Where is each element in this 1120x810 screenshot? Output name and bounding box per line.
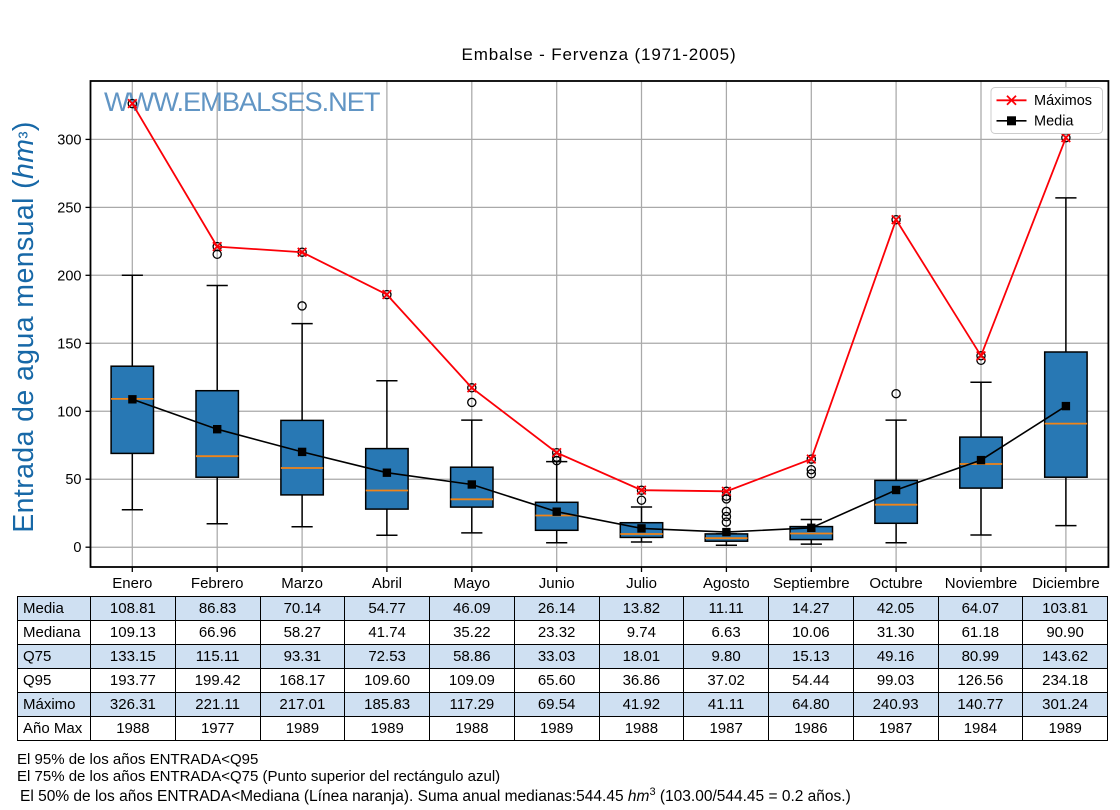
svg-text:Junio: Junio bbox=[539, 575, 575, 592]
svg-text:Febrero: Febrero bbox=[191, 575, 244, 592]
svg-text:Septiembre: Septiembre bbox=[773, 575, 850, 592]
svg-text:150: 150 bbox=[57, 336, 81, 352]
svg-text:Agosto: Agosto bbox=[703, 575, 750, 592]
svg-text:Marzo: Marzo bbox=[281, 575, 323, 592]
svg-text:0: 0 bbox=[73, 540, 81, 556]
svg-text:300: 300 bbox=[57, 132, 81, 148]
svg-text:WWW.EMBALSES.NET: WWW.EMBALSES.NET bbox=[104, 86, 380, 117]
svg-text:50: 50 bbox=[65, 472, 81, 488]
svg-text:Julio: Julio bbox=[626, 575, 657, 592]
svg-text:Entrada de agua mensual (hm³): Entrada de agua mensual (hm³) bbox=[8, 121, 40, 533]
svg-text:Embalse - Fervenza (1971-2005): Embalse - Fervenza (1971-2005) bbox=[462, 45, 737, 64]
svg-text:Octubre: Octubre bbox=[869, 575, 922, 592]
svg-text:200: 200 bbox=[57, 268, 81, 284]
svg-text:100: 100 bbox=[57, 404, 81, 420]
svg-text:Enero: Enero bbox=[112, 575, 152, 592]
svg-text:Media: Media bbox=[1034, 114, 1074, 130]
svg-text:250: 250 bbox=[57, 200, 81, 216]
svg-text:Abril: Abril bbox=[372, 575, 402, 592]
svg-text:Máximos: Máximos bbox=[1034, 93, 1092, 109]
svg-text:Diciembre: Diciembre bbox=[1032, 575, 1100, 592]
svg-text:Noviembre: Noviembre bbox=[945, 575, 1018, 592]
svg-text:Mayo: Mayo bbox=[453, 575, 490, 592]
